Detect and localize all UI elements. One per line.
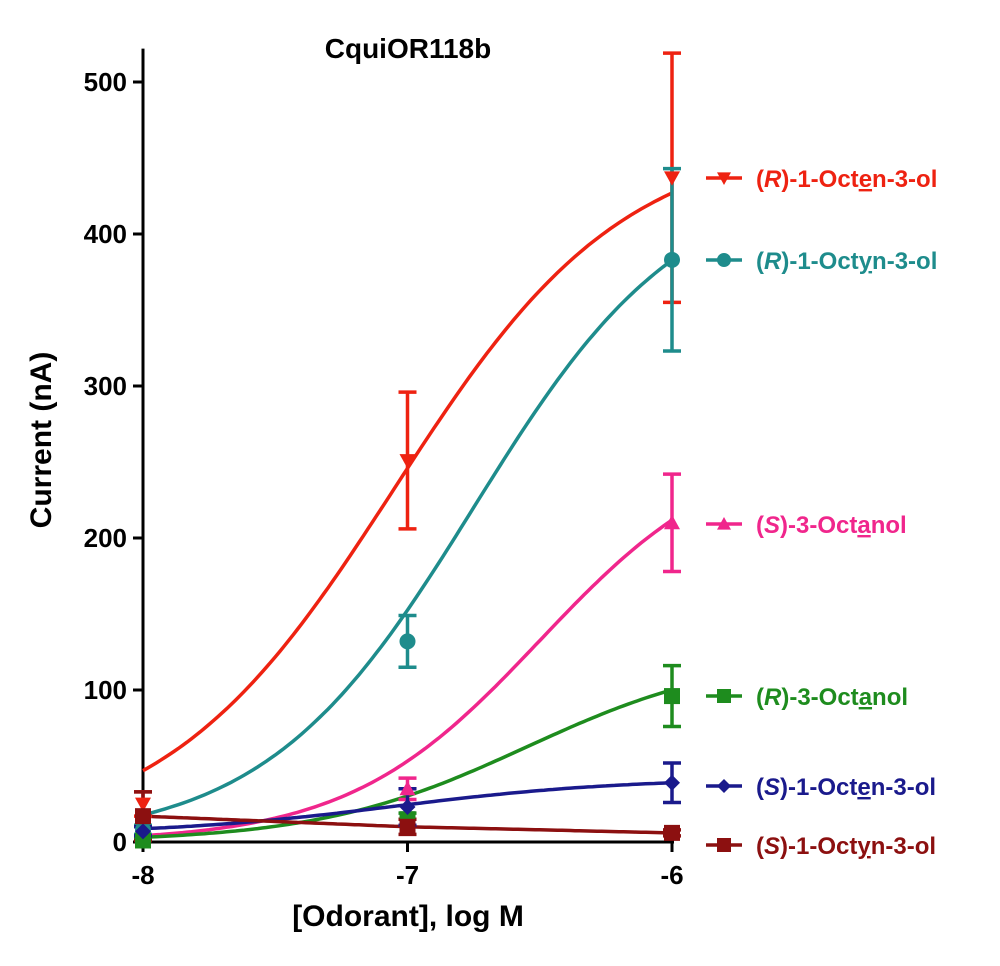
y-tick-label: 0 — [113, 827, 127, 857]
marker-s-1-octyn-3-ol — [135, 808, 151, 825]
curve-s-3-octanol — [142, 518, 673, 838]
data-markers — [135, 171, 680, 849]
marker-s-1-octyn-3-ol — [664, 824, 680, 841]
curve-r-1-octyn-3-ol — [142, 258, 674, 817]
legend-marker — [717, 172, 731, 185]
legend-item-r-1-octyn-3-ol: (R)-1-Octyn-3-ol — [706, 248, 937, 275]
legend-item-s-1-octen-3-ol: (S)-1-Octen-3-ol — [706, 774, 936, 801]
legend-marker — [717, 253, 731, 267]
marker-s-3-octanol — [664, 514, 680, 530]
axes: 0 100 200 300 400 500 -8 -7 -6 — [84, 48, 684, 890]
marker-r-1-octyn-3-ol — [664, 251, 680, 268]
legend-label: (S)-3-Octanol — [756, 512, 907, 539]
marker-s-1-octyn-3-ol — [399, 818, 416, 835]
legend-item-r-1-octen-3-ol: (R)-1-Octen-3-ol — [706, 166, 937, 193]
y-axis-title: Current (nA) — [25, 352, 58, 529]
legend-marker — [717, 689, 731, 703]
y-tick-label: 400 — [84, 219, 127, 249]
error-bars — [134, 51, 681, 843]
marker-s-3-octanol — [399, 780, 416, 796]
legend-label: (S)-1-Octyn-3-ol — [756, 833, 936, 860]
legend-item-s-3-octanol: (S)-3-Octanol — [706, 512, 907, 539]
legend-marker — [717, 838, 731, 852]
marker-r-1-octen-3-ol — [399, 454, 416, 469]
legend-item-s-1-octyn-3-ol: (S)-1-Octyn-3-ol — [706, 833, 936, 860]
y-tick-label: 500 — [84, 67, 127, 97]
marker-r-1-octyn-3-ol — [399, 633, 416, 650]
chart-title: CquiOR118b — [325, 33, 491, 64]
legend: (R)-1-Octen-3-ol (R)-1-Octyn-3-ol (S)-3-Oc… — [706, 166, 937, 860]
legend-marker — [717, 517, 731, 530]
marker-r-3-octanol — [664, 688, 680, 705]
x-tick-label: -7 — [396, 860, 419, 890]
marker-r-3-octanol — [135, 832, 151, 849]
marker-r-1-octen-3-ol — [135, 797, 151, 812]
x-tick-label: -8 — [131, 860, 154, 890]
marker-s-1-octen-3-ol — [664, 774, 680, 791]
marker-s-1-octen-3-ol — [135, 823, 151, 840]
y-tick-label: 300 — [84, 371, 127, 401]
marker-r-1-octen-3-ol — [664, 171, 680, 186]
legend-label: (S)-1-Octen-3-ol — [756, 774, 936, 801]
legend-label: (R)-3-Octanol — [756, 684, 908, 711]
y-tick-label: 200 — [84, 523, 127, 553]
x-axis-title: [Odorant], log M — [292, 900, 524, 933]
legend-label: (R)-1-Octyn-3-ol — [756, 248, 937, 275]
legend-marker — [717, 779, 731, 793]
legend-item-r-3-octanol: (R)-3-Octanol — [706, 684, 908, 711]
y-tick-label: 100 — [84, 675, 127, 705]
legend-label: (R)-1-Octen-3-ol — [756, 166, 937, 193]
x-tick-label: -6 — [660, 860, 683, 890]
marker-s-1-octen-3-ol — [399, 799, 416, 816]
